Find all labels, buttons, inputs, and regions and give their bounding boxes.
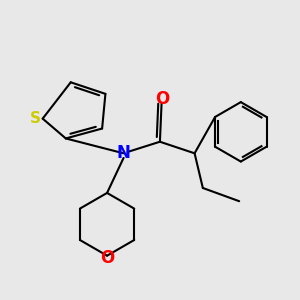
Text: S: S [30, 111, 41, 126]
Text: O: O [100, 249, 114, 267]
Text: N: N [117, 144, 130, 162]
Text: O: O [155, 90, 170, 108]
